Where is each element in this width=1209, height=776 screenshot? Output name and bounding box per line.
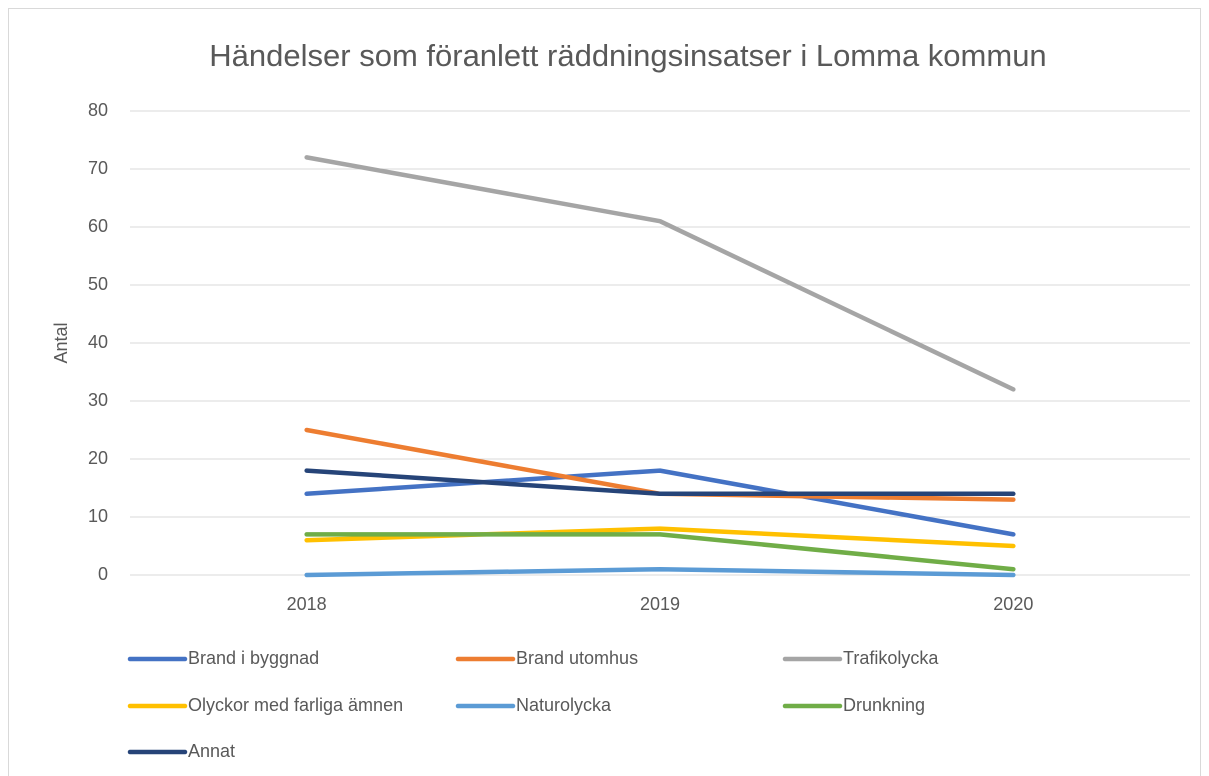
legend-label: Drunkning: [843, 695, 925, 715]
x-tick-label: 2018: [287, 594, 327, 614]
y-tick-label: 40: [88, 332, 108, 352]
y-tick-label: 30: [88, 390, 108, 410]
legend-label: Naturolycka: [516, 695, 612, 715]
series-line: [304, 566, 1016, 578]
y-tick-label: 20: [88, 448, 108, 468]
legend-label: Trafikolycka: [843, 648, 939, 668]
y-tick-label: 50: [88, 274, 108, 294]
y-tick-label: 10: [88, 506, 108, 526]
series-line: [304, 155, 1016, 392]
x-tick-label: 2020: [993, 594, 1033, 614]
legend-label: Brand utomhus: [516, 648, 638, 668]
series-line: [304, 468, 1016, 497]
chart-title: Händelser som föranlett räddningsinsatse…: [209, 38, 1046, 73]
y-tick-label: 0: [98, 564, 108, 584]
y-axis-label: Antal: [51, 322, 71, 363]
y-tick-label: 70: [88, 158, 108, 178]
y-tick-label: 60: [88, 216, 108, 236]
legend-label: Brand i byggnad: [188, 648, 319, 668]
series-line: [304, 468, 1016, 537]
legend-label: Olyckor med farliga ämnen: [188, 695, 403, 715]
y-tick-label: 80: [88, 100, 108, 120]
series-line: [304, 532, 1016, 572]
legend-label: Annat: [188, 741, 235, 761]
x-tick-label: 2019: [640, 594, 680, 614]
chart-frame: [8, 8, 1201, 776]
